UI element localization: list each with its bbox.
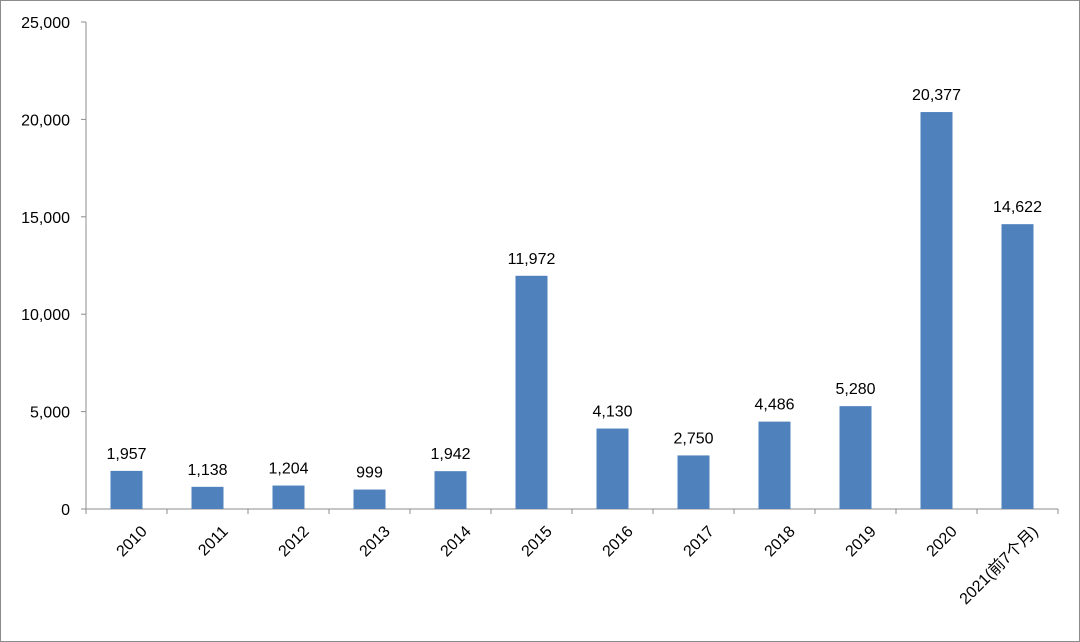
x-tick-label: 2021(前7个月) — [956, 522, 1042, 608]
data-label: 1,957 — [106, 446, 146, 463]
bar — [515, 275, 548, 509]
x-tick-label: 2016 — [599, 523, 636, 560]
x-tick-label: 2015 — [518, 523, 555, 560]
data-label: 4,130 — [592, 404, 632, 421]
x-tick-label: 2019 — [842, 523, 879, 560]
data-label: 20,377 — [912, 87, 961, 104]
data-label: 4,486 — [754, 397, 794, 414]
data-label: 1,204 — [268, 461, 308, 478]
data-label: 11,972 — [508, 251, 556, 268]
bar — [353, 489, 386, 509]
data-label: 1,138 — [187, 462, 227, 479]
x-tick-label: 2011 — [195, 523, 231, 559]
y-tick-label: 15,000 — [21, 210, 70, 227]
bar — [839, 406, 872, 509]
x-tick-label: 2010 — [113, 523, 150, 560]
data-label: 2,750 — [673, 430, 713, 447]
y-tick-label: 20,000 — [21, 112, 70, 129]
y-tick-label: 10,000 — [21, 307, 70, 324]
bar — [191, 486, 224, 509]
data-label: 999 — [356, 465, 383, 482]
bar — [110, 470, 143, 509]
x-tick-label: 2017 — [680, 523, 717, 560]
x-tick-label: 2020 — [923, 523, 960, 560]
data-label: 1,942 — [430, 446, 470, 463]
bar — [272, 485, 305, 509]
bar — [920, 112, 953, 510]
y-tick-label: 25,000 — [21, 15, 70, 32]
x-tick-label: 2018 — [761, 523, 798, 560]
bar — [434, 471, 467, 509]
bar — [677, 455, 710, 509]
y-tick-label: 0 — [61, 502, 70, 519]
data-label: 5,280 — [835, 381, 875, 398]
bar — [758, 421, 791, 509]
bar — [1001, 224, 1034, 509]
x-tick-label: 2013 — [356, 523, 393, 560]
y-tick-label: 5,000 — [30, 405, 70, 422]
x-tick-label: 2014 — [437, 523, 474, 560]
bar — [596, 428, 629, 509]
x-tick-label: 2012 — [275, 523, 312, 560]
data-label: 14,622 — [993, 199, 1042, 216]
